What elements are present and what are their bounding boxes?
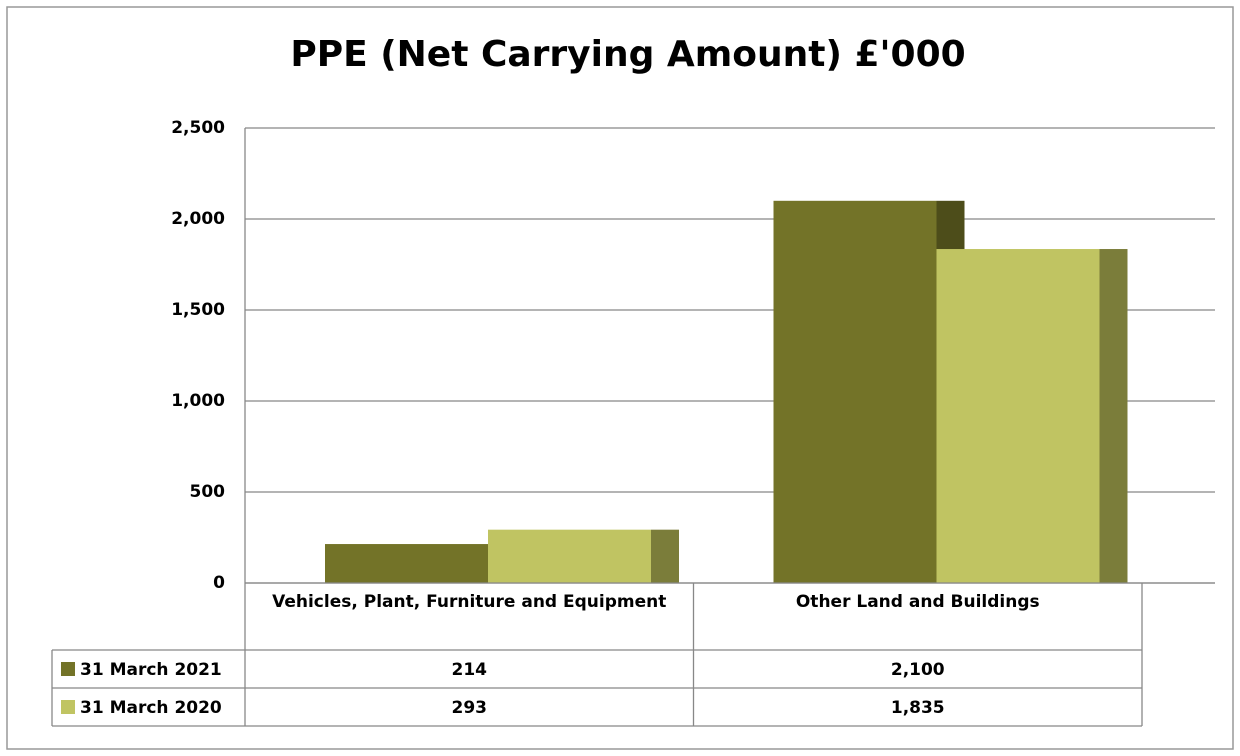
bar-side — [1099, 249, 1128, 583]
legend-key — [61, 700, 75, 714]
legend-label: 31 March 2021 — [80, 660, 222, 680]
table-value: 1,835 — [891, 698, 945, 718]
table-value: 214 — [452, 660, 488, 680]
chart-title: PPE (Net Carrying Amount) £'000 — [290, 34, 965, 75]
bar — [488, 529, 651, 583]
x-tick-label-box: Vehicles, Plant, Furniture and Equipment — [272, 592, 667, 612]
y-tick-label: 1,000 — [171, 391, 225, 411]
bar — [325, 544, 488, 583]
y-tick-label: 500 — [190, 482, 226, 502]
y-tick-label: 1,500 — [171, 300, 225, 320]
x-tick-label: Vehicles, Plant, Furniture and Equipment — [272, 592, 667, 612]
table-value: 2,100 — [891, 660, 945, 680]
x-tick-label-box: Other Land and Buildings — [795, 592, 1040, 612]
legend-key — [61, 662, 75, 676]
table-value: 293 — [452, 698, 488, 718]
bar — [773, 200, 937, 584]
bar-side — [651, 529, 679, 583]
y-tick-label: 0 — [213, 573, 225, 593]
x-tick-label: Other Land and Buildings — [795, 592, 1040, 612]
bar — [936, 249, 1100, 583]
y-tick-label: 2,000 — [171, 209, 225, 229]
legend-label: 31 March 2020 — [80, 698, 222, 718]
y-tick-label: 2,500 — [171, 118, 225, 138]
